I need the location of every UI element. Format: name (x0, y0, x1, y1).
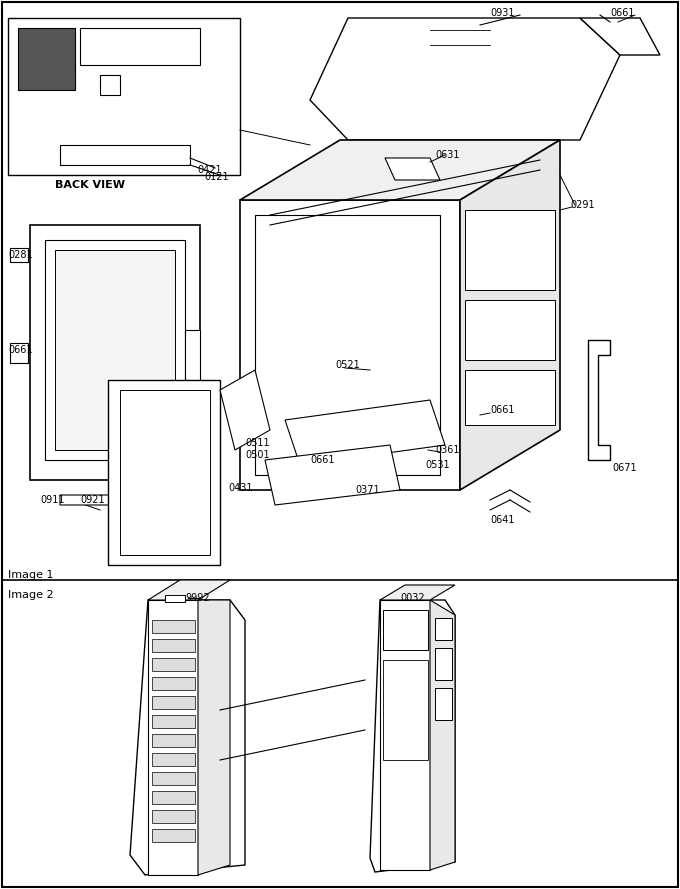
Text: 0641: 0641 (490, 515, 515, 525)
Polygon shape (220, 370, 270, 450)
Text: 0661: 0661 (8, 345, 33, 355)
Polygon shape (18, 28, 75, 90)
Polygon shape (385, 158, 440, 180)
Polygon shape (152, 658, 195, 671)
Text: 0291: 0291 (570, 200, 594, 210)
Polygon shape (8, 18, 240, 175)
Polygon shape (255, 215, 440, 475)
Text: Image 2: Image 2 (8, 590, 54, 600)
Polygon shape (435, 648, 452, 680)
Polygon shape (383, 610, 428, 650)
Polygon shape (465, 370, 555, 425)
Polygon shape (60, 145, 190, 165)
Text: BACK VIEW: BACK VIEW (55, 180, 125, 190)
Polygon shape (108, 380, 220, 565)
Text: 9992: 9992 (185, 593, 209, 603)
Polygon shape (380, 585, 455, 600)
Polygon shape (165, 595, 185, 602)
Text: 0661: 0661 (490, 405, 515, 415)
Text: 0511: 0511 (245, 438, 270, 448)
Polygon shape (80, 28, 200, 65)
Polygon shape (148, 580, 230, 600)
Polygon shape (588, 340, 610, 460)
Text: 0531: 0531 (425, 460, 449, 470)
Polygon shape (380, 600, 430, 870)
Polygon shape (430, 600, 455, 870)
Polygon shape (370, 600, 455, 872)
Polygon shape (152, 772, 195, 785)
Text: 0281: 0281 (8, 250, 33, 260)
Polygon shape (198, 600, 230, 875)
Polygon shape (580, 18, 660, 55)
Polygon shape (152, 620, 195, 633)
Polygon shape (130, 600, 245, 875)
Polygon shape (120, 390, 210, 555)
Polygon shape (45, 240, 185, 460)
Polygon shape (265, 445, 400, 505)
Polygon shape (465, 300, 555, 360)
Text: 0431: 0431 (228, 483, 252, 493)
Polygon shape (435, 618, 452, 640)
Polygon shape (465, 210, 555, 290)
Text: 0671: 0671 (612, 463, 636, 473)
Polygon shape (152, 696, 195, 709)
Polygon shape (152, 810, 195, 823)
Polygon shape (60, 495, 205, 505)
Polygon shape (152, 829, 195, 842)
Polygon shape (152, 639, 195, 652)
Text: 0921: 0921 (80, 495, 105, 505)
Text: 0121: 0121 (204, 172, 228, 182)
Text: 0501: 0501 (245, 450, 270, 460)
Text: 0661: 0661 (610, 8, 634, 18)
Polygon shape (55, 250, 175, 450)
Polygon shape (460, 140, 560, 490)
Polygon shape (152, 753, 195, 766)
Polygon shape (435, 688, 452, 720)
Text: 0421: 0421 (197, 165, 222, 175)
Polygon shape (185, 330, 200, 380)
Polygon shape (148, 600, 198, 875)
Polygon shape (383, 660, 428, 760)
Polygon shape (152, 677, 195, 690)
Polygon shape (285, 400, 445, 465)
Polygon shape (152, 791, 195, 804)
Text: 0631: 0631 (435, 150, 460, 160)
Polygon shape (310, 18, 620, 140)
Polygon shape (10, 343, 28, 363)
Text: 0361: 0361 (435, 445, 460, 455)
Polygon shape (240, 140, 560, 200)
Polygon shape (152, 715, 195, 728)
Text: 0661: 0661 (310, 455, 335, 465)
Polygon shape (100, 75, 120, 95)
Text: 0371: 0371 (355, 485, 379, 495)
Polygon shape (10, 248, 28, 262)
Polygon shape (30, 225, 200, 480)
Text: 0911: 0911 (40, 495, 65, 505)
Polygon shape (240, 200, 460, 490)
Polygon shape (152, 734, 195, 747)
Text: Image 1: Image 1 (8, 570, 54, 580)
Text: 0032: 0032 (400, 593, 424, 603)
Text: 0521: 0521 (335, 360, 360, 370)
Text: 0931: 0931 (490, 8, 515, 18)
